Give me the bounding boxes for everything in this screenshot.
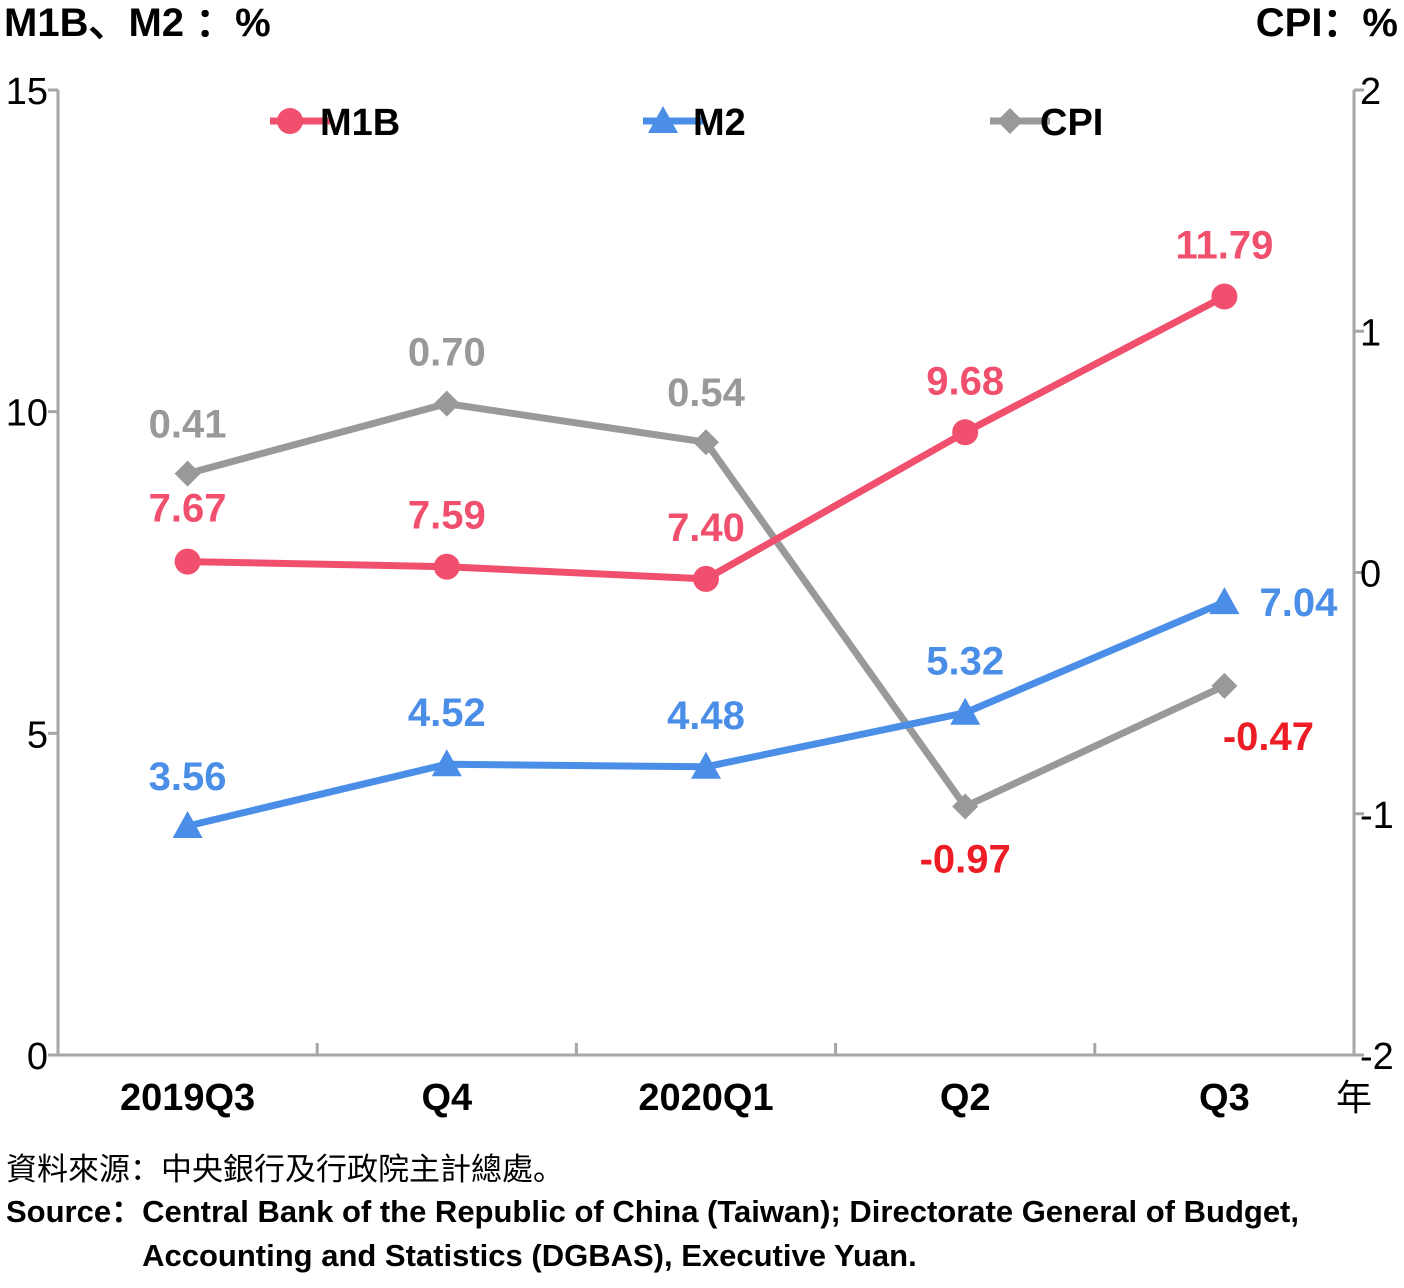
legend-marker-m2 <box>648 106 678 133</box>
data-label-cpi: 0.70 <box>408 331 486 375</box>
series-line-cpi <box>186 400 1226 811</box>
data-label-cpi: -0.97 <box>920 838 1011 882</box>
right-tick-label: 1 <box>1360 312 1381 354</box>
data-label-m2: 3.56 <box>149 755 227 799</box>
series-layer <box>172 283 1240 838</box>
point-m1b <box>952 419 979 446</box>
x-unit-label: 年 <box>1336 1078 1372 1119</box>
data-label-m1b: 7.59 <box>408 494 486 538</box>
point-m2 <box>431 749 462 777</box>
right-tick-label: -2 <box>1360 1036 1394 1078</box>
legend-label-m2: M2 <box>693 102 746 144</box>
source-en-text: Central Bank of the Republic of China (T… <box>142 1194 1299 1273</box>
chart: M1B、M2 ：% CPI：% 0 5 10 15 -2 -1 0 1 2 2019Q3 Q4 202… <box>4 1 1398 1119</box>
axes: 0 5 10 15 -2 -1 0 1 2 2019Q3 Q4 2020Q1 Q2 Q3 <box>6 71 1394 1119</box>
left-axis-title: M1B、M2 ：% <box>4 1 271 45</box>
point-cpi <box>174 460 201 487</box>
data-label-m1b: 7.67 <box>149 487 227 531</box>
data-label-cpi: -0.47 <box>1223 715 1314 759</box>
source-cn-text: 中央銀行及行政院主計總處。 <box>161 1152 564 1188</box>
legend-marker-cpi <box>997 108 1023 134</box>
point-m1b <box>1211 283 1238 310</box>
legend: M1B M2 CPI <box>270 102 1103 144</box>
source-cn-prefix: 資料來源： <box>6 1152 161 1188</box>
right-tick-label: 2 <box>1360 71 1381 113</box>
left-tick-label: 0 <box>27 1036 48 1078</box>
right-tick-label: -1 <box>1360 795 1394 837</box>
category-label: 2019Q3 <box>120 1077 255 1119</box>
data-label-m1b: 7.40 <box>667 506 745 550</box>
category-label: Q2 <box>940 1077 991 1119</box>
data-label-m2: 4.48 <box>667 694 745 738</box>
point-m1b <box>174 548 201 575</box>
category-label: Q3 <box>1199 1077 1250 1119</box>
source-en: Source： Central Bank of the Republic of … <box>6 1190 1401 1278</box>
data-label-m2: 5.32 <box>926 640 1004 684</box>
legend-label-m1b: M1B <box>320 102 400 144</box>
data-label-m2: 4.52 <box>408 691 486 735</box>
point-cpi <box>952 793 979 820</box>
source-cn: 資料來源： 中央銀行及行政院主計總處。 <box>6 1150 1401 1190</box>
point-m1b <box>693 565 719 592</box>
point-m2 <box>950 697 981 725</box>
data-label-cpi: 0.54 <box>667 371 746 415</box>
data-label-m1b: 9.68 <box>926 359 1004 403</box>
left-tick-label: 10 <box>6 393 48 435</box>
data-labels: 7.67 7.59 7.40 9.68 11.79 3.56 4.52 4.48 5.32 7.0… <box>149 224 1338 882</box>
legend-marker-m1b <box>277 108 303 134</box>
left-tick-label: 15 <box>6 71 48 113</box>
point-cpi <box>693 429 719 456</box>
point-cpi <box>433 390 460 417</box>
data-label-cpi: 0.41 <box>149 403 227 447</box>
category-label: 2020Q1 <box>638 1077 773 1119</box>
category-label: Q4 <box>421 1077 472 1119</box>
point-m2 <box>1209 587 1240 615</box>
point-m1b <box>433 553 460 580</box>
source-en-prefix: Source： <box>6 1194 143 1229</box>
right-tick-label: 0 <box>1360 554 1381 596</box>
data-label-m1b: 11.79 <box>1175 224 1273 268</box>
legend-label-cpi: CPI <box>1040 102 1103 144</box>
source-note: 資料來源： 中央銀行及行政院主計總處。 Source： Central Bank… <box>6 1150 1401 1278</box>
point-m2 <box>691 751 721 779</box>
left-tick-label: 5 <box>27 714 48 756</box>
data-label-m2: 7.04 <box>1259 581 1338 625</box>
point-m2 <box>172 810 203 838</box>
right-axis-title: CPI：% <box>1256 1 1398 45</box>
point-cpi <box>1211 672 1238 699</box>
